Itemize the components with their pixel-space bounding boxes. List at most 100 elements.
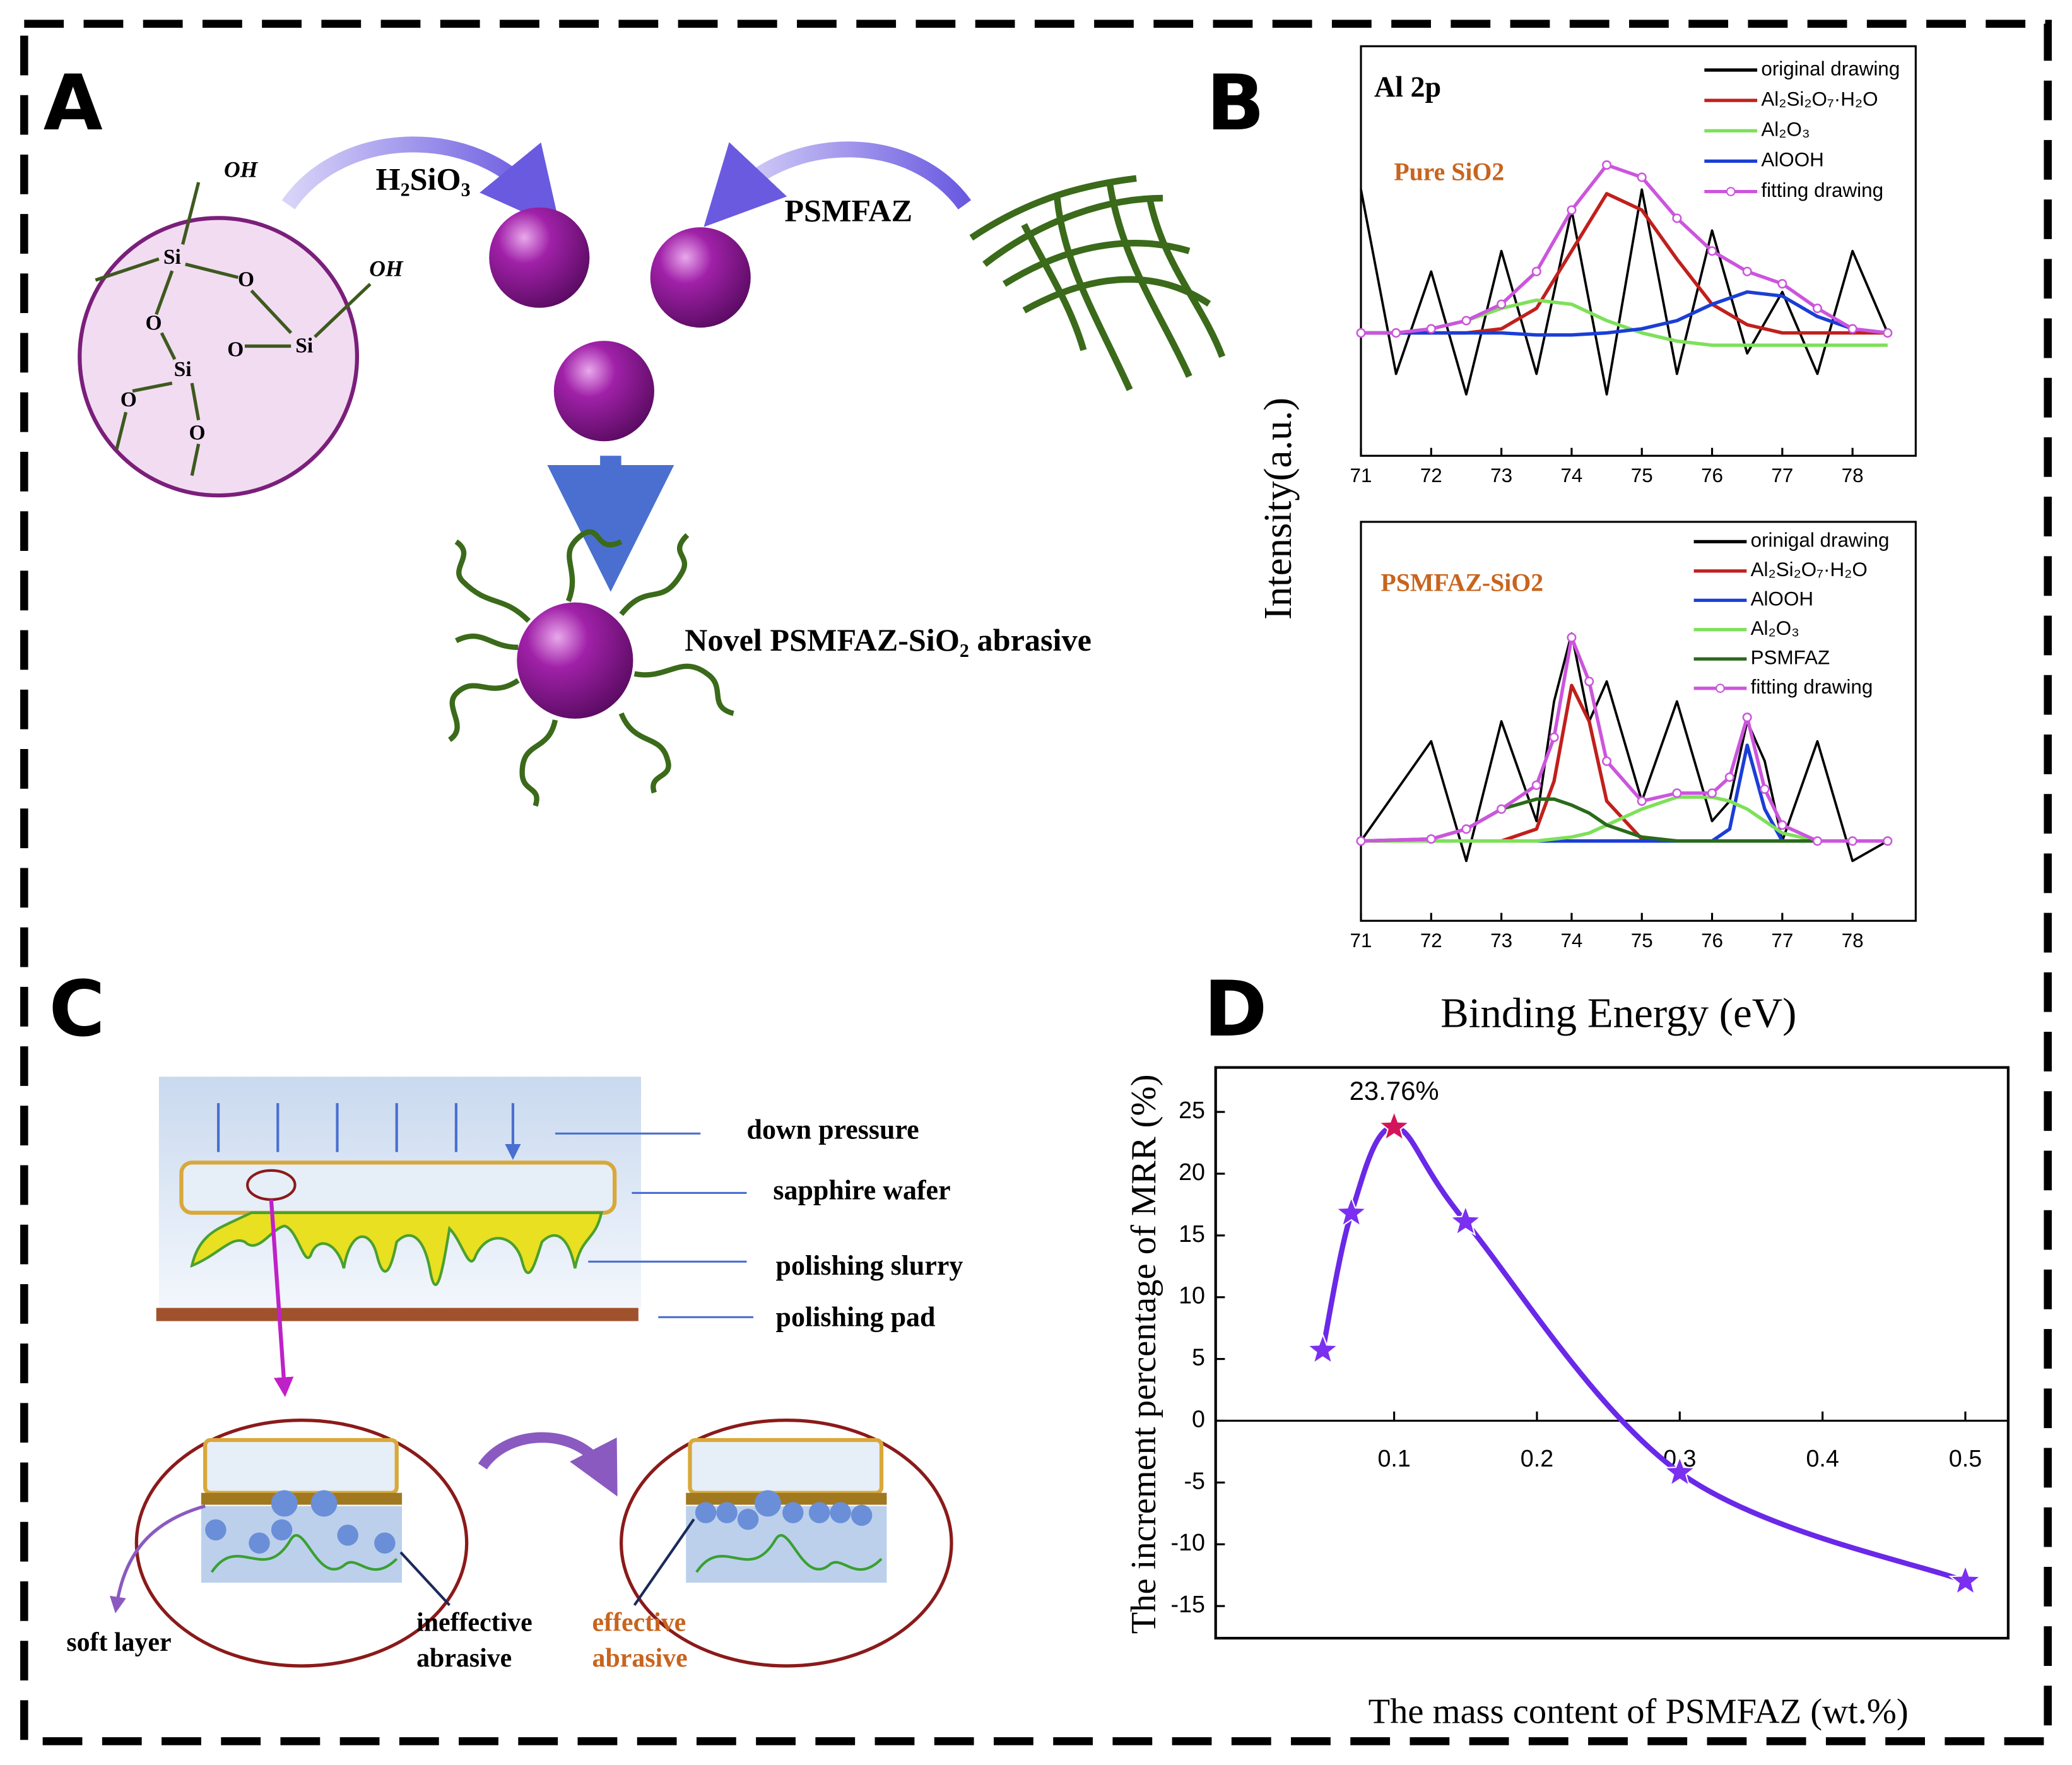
arrow bbox=[703, 141, 972, 227]
series-marker bbox=[1391, 328, 1401, 338]
y-tick-label: -10 bbox=[1171, 1529, 1205, 1555]
legend-label: PSMFAZ bbox=[1751, 647, 1830, 669]
x-tick-label: 75 bbox=[1631, 930, 1653, 952]
atom-label: OH bbox=[224, 156, 259, 182]
x-axis-label: Binding Energy (eV) bbox=[1440, 989, 1796, 1036]
legend-marker bbox=[1726, 187, 1736, 196]
callout: polishing pad bbox=[776, 1302, 936, 1333]
series-line bbox=[1361, 795, 1888, 843]
series-marker bbox=[1461, 824, 1471, 834]
y-tick-label: 0 bbox=[1192, 1405, 1205, 1432]
series-marker bbox=[1602, 756, 1612, 766]
legend-label: Al₂Si₂O₇·H₂O bbox=[1751, 558, 1868, 581]
sphere bbox=[517, 602, 633, 719]
x-tick-label: 0.5 bbox=[1949, 1445, 1982, 1472]
note: effective bbox=[592, 1609, 686, 1638]
legend-marker bbox=[1716, 683, 1725, 694]
series-marker bbox=[1637, 172, 1647, 182]
sphere bbox=[489, 207, 590, 308]
plot-frame bbox=[1360, 45, 1917, 457]
series-line bbox=[1361, 163, 1888, 335]
series-marker bbox=[1584, 676, 1594, 687]
star-marker bbox=[1377, 1109, 1411, 1142]
polymer-chains bbox=[447, 529, 734, 807]
series-marker bbox=[1777, 279, 1787, 289]
atom-label: O bbox=[227, 338, 244, 362]
x-tick-label: 76 bbox=[1701, 464, 1723, 487]
x-tick-label: 73 bbox=[1490, 930, 1512, 952]
legend-label: AlOOH bbox=[1751, 588, 1813, 610]
x-tick-label: 78 bbox=[1842, 464, 1864, 487]
star-marker bbox=[1334, 1195, 1369, 1228]
note: abrasive bbox=[416, 1644, 512, 1673]
callout: polishing slurry bbox=[776, 1250, 963, 1281]
x-tick-label: 71 bbox=[1350, 464, 1372, 487]
legend-label: fitting drawing bbox=[1761, 179, 1883, 201]
y-axis-label: Intensity(a.u.) bbox=[1256, 398, 1300, 620]
series-marker bbox=[1672, 213, 1682, 223]
series-marker bbox=[1356, 328, 1366, 338]
atom-label: O bbox=[238, 268, 254, 292]
callout: down pressure bbox=[747, 1114, 919, 1145]
x-tick-label: 75 bbox=[1631, 464, 1653, 487]
note: soft layer bbox=[66, 1628, 171, 1657]
x-tick-label: 0.2 bbox=[1521, 1445, 1553, 1472]
x-tick-label: 78 bbox=[1842, 930, 1864, 952]
series-marker bbox=[1426, 324, 1436, 334]
series-marker bbox=[1356, 836, 1366, 846]
y-tick-label: 25 bbox=[1179, 1097, 1205, 1123]
legend-label: Al₂O₃ bbox=[1761, 119, 1810, 141]
y-tick-label: 5 bbox=[1192, 1344, 1205, 1371]
legend-label: fitting drawing bbox=[1751, 676, 1873, 698]
atom-label: O bbox=[145, 312, 162, 335]
series-line bbox=[1361, 290, 1888, 337]
series-marker bbox=[1724, 772, 1734, 782]
arrow bbox=[281, 136, 561, 229]
series-marker bbox=[1742, 266, 1752, 276]
x-tick-label: 0.4 bbox=[1806, 1445, 1839, 1472]
zoom-left bbox=[201, 1437, 403, 1583]
y-tick-label: -15 bbox=[1171, 1591, 1205, 1617]
frame bbox=[20, 20, 2052, 1745]
y-tick-label: 20 bbox=[1179, 1159, 1205, 1185]
note: ineffective bbox=[416, 1609, 533, 1638]
wafer bbox=[179, 1160, 617, 1215]
x-tick-label: 72 bbox=[1420, 464, 1442, 487]
x-tick-label: 74 bbox=[1560, 464, 1582, 487]
bonds bbox=[95, 182, 372, 476]
panel-c: down pressure sapphire wafer polishing s… bbox=[66, 1077, 963, 1673]
reagent: H₂SiO₃ bbox=[376, 161, 471, 196]
x-axis-label: The mass content of PSMFAZ (wt.%) bbox=[1369, 1692, 1909, 1731]
x-tick-label: 0.1 bbox=[1377, 1445, 1410, 1472]
x-tick-label: 74 bbox=[1560, 930, 1582, 952]
atom-label: O bbox=[189, 421, 206, 444]
series-marker bbox=[1602, 160, 1612, 170]
series-marker bbox=[1426, 834, 1436, 844]
atom-label: Si bbox=[163, 245, 181, 269]
leader-lines bbox=[555, 1132, 753, 1318]
product-label: Novel PSMFAZ-SiO₂ abrasive bbox=[685, 622, 1092, 658]
series-marker bbox=[1567, 632, 1577, 642]
star-marker bbox=[1305, 1332, 1340, 1365]
y-tick-label: 15 bbox=[1179, 1220, 1205, 1247]
pressure-arrows bbox=[216, 1103, 513, 1152]
series-marker bbox=[1760, 784, 1770, 794]
note: abrasive bbox=[592, 1644, 688, 1673]
series-marker bbox=[1883, 836, 1893, 846]
callout: sapphire wafer bbox=[773, 1175, 950, 1206]
panel-a: H₂SiO₃ PSMFAZ Novel PSMFAZ-SiO₂ abrasive… bbox=[78, 136, 1226, 807]
plot-frame bbox=[1360, 521, 1917, 922]
x-tick-label: 73 bbox=[1490, 464, 1512, 487]
atom-label: O bbox=[121, 388, 137, 411]
legend-label: orinigal drawing bbox=[1751, 529, 1890, 552]
series-marker bbox=[1497, 804, 1507, 814]
x-tick-label: 76 bbox=[1701, 930, 1723, 952]
atom-label: OH bbox=[369, 256, 404, 281]
sphere bbox=[650, 227, 751, 328]
series-marker bbox=[1461, 316, 1471, 326]
annotation: PSMFAZ-SiO2 bbox=[1380, 569, 1543, 597]
legend-label: original drawing bbox=[1761, 57, 1900, 80]
series-marker bbox=[1531, 780, 1541, 790]
